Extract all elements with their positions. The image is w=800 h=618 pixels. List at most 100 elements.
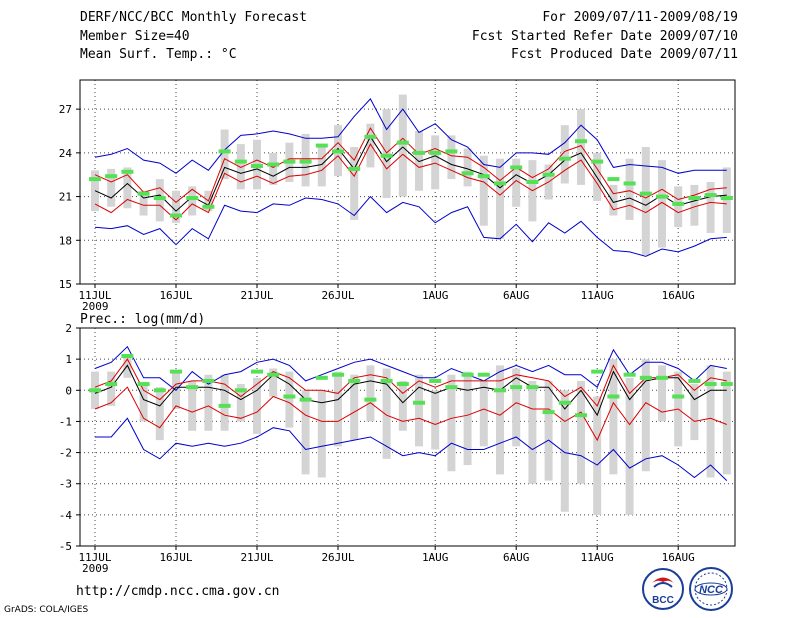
- temp-range-bar: [463, 148, 472, 187]
- temp-observed-marker: [623, 181, 636, 186]
- temp-observed-marker: [89, 177, 101, 182]
- prec-observed-marker: [558, 400, 571, 405]
- temp-x-tick-label: 11AUG: [581, 289, 614, 302]
- temp-range-bar: [431, 135, 440, 190]
- prec-y-tick-label: 2: [65, 322, 72, 335]
- prec-range-bar: [139, 384, 148, 422]
- prec-range-bar: [722, 371, 731, 475]
- fcst-produced-label: Fcst Produced Date 2009/07/11: [511, 47, 738, 62]
- prec-range-bar: [155, 387, 164, 441]
- temp-range-bar: [107, 168, 116, 207]
- prec-range-bar: [447, 374, 456, 472]
- prec-y-tick-label: -5: [59, 540, 72, 553]
- temp-range-bar: [560, 125, 569, 184]
- prec-y-tick-label: -2: [59, 447, 72, 460]
- temp-x-tick-label: 16AUG: [662, 289, 695, 302]
- prec-range-bar: [415, 374, 423, 447]
- temp-range-bar: [625, 158, 634, 220]
- prec-range-bar: [317, 390, 326, 478]
- temp-range-bar: [188, 186, 197, 216]
- temp-observed-marker: [413, 150, 425, 155]
- temp-observed-marker: [461, 171, 474, 176]
- fcst-started-label: Fcst Started Refer Date 2009/07/10: [471, 29, 738, 44]
- temp-observed-marker: [299, 159, 312, 164]
- temp-observed-marker: [348, 166, 361, 171]
- prec-observed-marker: [218, 403, 231, 408]
- temp-range-bar: [577, 109, 585, 185]
- prec-range-bar: [334, 371, 342, 447]
- prec-series-max: [94, 345, 727, 391]
- temp-range-bar: [366, 123, 375, 168]
- prec-x-tick-label: 11JUL: [78, 551, 111, 564]
- prec-observed-marker: [720, 382, 733, 387]
- temp-observed-marker: [688, 196, 701, 201]
- temp-observed-marker: [575, 139, 587, 144]
- prec-x-tick-label: 26JUL: [321, 551, 354, 564]
- prec-range-bar: [544, 380, 553, 481]
- prec-observed-marker: [315, 375, 328, 380]
- temp-observed-marker: [251, 163, 263, 168]
- temp-y-tick-label: 21: [59, 191, 72, 204]
- prec-range-bar: [609, 359, 618, 475]
- prec-observed-marker: [623, 372, 636, 377]
- prec-x-tick-label: 11AUG: [581, 551, 614, 564]
- prec-range-bar: [463, 371, 472, 466]
- prec-series-lower: [94, 386, 727, 442]
- temp-observed-marker: [542, 172, 555, 177]
- temp-x-tick-label: 1AUG: [422, 289, 449, 302]
- forecast-period-label: For 2009/07/11-2009/08/19: [542, 10, 738, 25]
- temp-range-bar: [706, 182, 715, 233]
- prec-x-tick-label: 6AUG: [503, 551, 530, 564]
- prec-range-bar: [398, 380, 407, 431]
- member-size-label: Member Size=40: [80, 29, 190, 44]
- temp-y-tick-label: 24: [59, 147, 73, 160]
- temp-observed-marker: [170, 213, 182, 218]
- prec-observed-marker: [575, 413, 587, 418]
- prec-x-year-label: 2009: [82, 562, 109, 575]
- temp-observed-marker: [558, 156, 571, 161]
- prec-range-bar: [625, 377, 634, 515]
- prec-range-bar: [528, 380, 537, 484]
- prec-range-bar: [431, 390, 440, 450]
- temp-observed-marker: [429, 150, 442, 155]
- prec-range-bar: [204, 374, 213, 431]
- prec-series-min: [95, 417, 728, 481]
- temp-range-bar: [123, 167, 132, 209]
- temp-observed-marker: [315, 143, 328, 148]
- temp-y-tick-label: 15: [59, 278, 72, 291]
- prec-range-bar: [107, 371, 116, 406]
- temp-range-bar: [447, 135, 456, 180]
- temp-range-bar: [479, 155, 488, 226]
- temp-range-bar: [398, 94, 407, 197]
- prec-observed-marker: [429, 378, 442, 383]
- prec-plot-frame: [79, 327, 736, 547]
- prec-series-mean: [94, 364, 727, 417]
- temp-y-tick-label: 27: [59, 103, 72, 116]
- prec-y-tick-label: -1: [59, 415, 72, 428]
- temp-x-tick-label: 16JUL: [159, 289, 192, 302]
- prec-x-tick-label: 1AUG: [422, 551, 449, 564]
- prec-observed-marker: [332, 372, 344, 377]
- prec-range-bar: [236, 384, 245, 422]
- temp-observed-marker: [234, 159, 247, 164]
- temp-x-tick-label: 11JUL: [78, 289, 111, 302]
- temp-observed-marker: [186, 196, 199, 201]
- temp-series-max: [94, 98, 727, 174]
- prec-x-tick-label: 21JUL: [240, 551, 273, 564]
- temp-range-bar: [609, 184, 618, 216]
- temp-x-tick-label: 26JUL: [321, 289, 354, 302]
- prec-range-bar: [269, 368, 278, 397]
- temp-observed-marker: [267, 162, 280, 167]
- prec-x-tick-label: 16JUL: [159, 551, 192, 564]
- prec-observed-marker: [137, 382, 150, 387]
- prec-observed-marker: [364, 397, 377, 402]
- temp-observed-marker: [526, 180, 539, 184]
- prec-range-bar: [366, 365, 375, 422]
- temp-range-bar: [172, 190, 180, 223]
- temp-observed-marker: [283, 159, 296, 164]
- prec-observed-marker: [186, 385, 199, 390]
- prec-observed-marker: [688, 378, 701, 383]
- temp-observed-marker: [364, 134, 377, 139]
- source-url[interactable]: http://cmdp.ncc.cma.gov.cn: [76, 584, 280, 599]
- prec-range-bar: [479, 380, 488, 447]
